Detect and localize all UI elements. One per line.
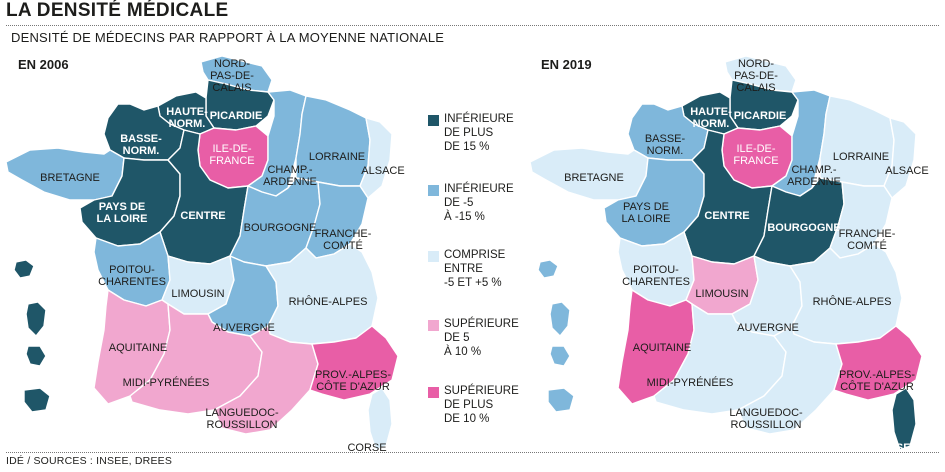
region-label-limousin: LIMOUSIN bbox=[171, 288, 224, 300]
page-title: LA DENSITÉ MÉDICALE bbox=[6, 0, 229, 21]
region-label-corse: CORSE bbox=[871, 442, 910, 454]
source-divider bbox=[6, 452, 939, 453]
region-label-bretagne: BRETAGNE bbox=[564, 172, 624, 184]
overseas-territory bbox=[549, 301, 571, 337]
region-label-languedoc: LANGUEDOC-ROUSSILLON bbox=[205, 407, 279, 431]
region-paca bbox=[309, 325, 399, 401]
region-label-rhone-alpes: RHÔNE-ALPES bbox=[289, 295, 368, 308]
legend-swatch bbox=[428, 251, 439, 262]
region-label-basse-normandie: BASSE-NORM. bbox=[120, 133, 162, 157]
region-alsace bbox=[359, 117, 393, 199]
legend-swatch bbox=[428, 387, 439, 398]
legend-swatch bbox=[428, 115, 439, 126]
region-label-ile-de-france: ILE-DE-FRANCE bbox=[733, 143, 778, 167]
overseas-territory bbox=[537, 259, 559, 279]
region-label-nord: NORD-PAS-DE-CALAIS bbox=[734, 58, 778, 94]
region-paca bbox=[833, 325, 923, 401]
title-divider bbox=[6, 25, 939, 26]
legend-label: INFÉRIEURE DE PLUS DE 15 % bbox=[444, 113, 514, 153]
region-label-bretagne: BRETAGNE bbox=[40, 172, 100, 184]
region-label-haute-normandie: HAUTE-NORM. bbox=[690, 106, 732, 130]
region-label-paca: PROV.-ALPES-CÔTE D'AZUR bbox=[315, 369, 391, 393]
region-label-nord: NORD-PAS-DE-CALAIS bbox=[210, 58, 254, 94]
overseas-territory bbox=[23, 387, 51, 413]
legend-swatch bbox=[428, 320, 439, 331]
overseas-territory bbox=[25, 345, 47, 367]
legend-label: SUPÉRIEURE DE 5 À 10 % bbox=[444, 318, 519, 358]
region-label-bourgogne: BOURGOGNE bbox=[244, 222, 317, 234]
region-label-picardie: PICARDIE bbox=[210, 110, 263, 122]
region-label-aquitaine: AQUITAINE bbox=[633, 342, 691, 354]
region-label-pays-de-la-loire: PAYS DE LA LOIRE bbox=[97, 201, 148, 225]
region-label-midi-pyrenees: MIDI-PYRÉNÉES bbox=[647, 376, 734, 389]
region-label-lorraine: LORRAINE bbox=[309, 151, 365, 163]
overseas-territory bbox=[13, 259, 35, 279]
region-alsace bbox=[883, 117, 917, 199]
region-label-poitou: POITOU-CHARENTES bbox=[622, 264, 690, 288]
region-label-centre: CENTRE bbox=[704, 210, 749, 222]
legend-label: COMPRISE ENTRE -5 ET +5 % bbox=[444, 249, 506, 289]
region-label-franche-comte: FRANCHE-COMTÉ bbox=[839, 228, 896, 252]
region-corse bbox=[367, 387, 393, 451]
overseas-territory bbox=[549, 345, 571, 367]
region-label-pays-de-la-loire: PAYS DE LA LOIRE bbox=[622, 201, 671, 225]
page-subtitle: DENSITÉ DE MÉDECINS PAR RAPPORT À LA MOY… bbox=[11, 30, 445, 45]
region-label-auvergne: AUVERGNE bbox=[213, 322, 275, 334]
legend-label: INFÉRIEURE DE -5 À -15 % bbox=[444, 183, 514, 223]
legend-label: SUPÉRIEURE DE PLUS DE 10 % bbox=[444, 385, 519, 425]
region-label-bourgogne: BOURGOGNE bbox=[767, 222, 840, 234]
region-label-limousin: LIMOUSIN bbox=[695, 288, 748, 300]
region-label-ile-de-france: ILE-DE-FRANCE bbox=[209, 143, 254, 167]
region-languedoc bbox=[213, 325, 319, 435]
region-label-poitou: POITOU-CHARENTES bbox=[98, 264, 166, 288]
region-label-centre: CENTRE bbox=[180, 210, 225, 222]
region-label-corse: CORSE bbox=[347, 442, 386, 454]
region-label-paca: PROV.-ALPES-CÔTE D'AZUR bbox=[839, 369, 915, 393]
region-label-picardie: PICARDIE bbox=[734, 110, 787, 122]
overseas-territory bbox=[547, 387, 575, 413]
year-label-2006: EN 2006 bbox=[18, 57, 69, 72]
source-note: IDÉ / SOURCES : INSEE, DREES bbox=[6, 455, 173, 467]
region-label-alsace: ALSACE bbox=[885, 165, 928, 177]
region-label-basse-normandie: BASSE-NORM. bbox=[645, 133, 686, 157]
region-label-alsace: ALSACE bbox=[361, 165, 404, 177]
region-label-franche-comte: FRANCHE-COMTÉ bbox=[315, 228, 372, 252]
overseas-territory bbox=[25, 301, 47, 337]
region-label-languedoc: LANGUEDOC-ROUSSILLON bbox=[729, 407, 803, 431]
region-label-aquitaine: AQUITAINE bbox=[109, 342, 167, 354]
region-label-champagne: CHAMP.-ARDENNE bbox=[263, 164, 317, 188]
legend-swatch bbox=[428, 185, 439, 196]
region-label-champagne: CHAMP.-ARDENNE bbox=[787, 164, 841, 188]
region-label-lorraine: LORRAINE bbox=[833, 151, 889, 163]
year-label-2019: EN 2019 bbox=[541, 57, 592, 72]
region-label-midi-pyrenees: MIDI-PYRÉNÉES bbox=[123, 376, 210, 389]
region-label-auvergne: AUVERGNE bbox=[737, 322, 799, 334]
region-label-rhone-alpes: RHÔNE-ALPES bbox=[813, 295, 892, 308]
region-corse bbox=[891, 387, 917, 451]
region-languedoc bbox=[737, 325, 843, 435]
region-label-haute-normandie: HAUTE-NORM. bbox=[166, 106, 208, 130]
